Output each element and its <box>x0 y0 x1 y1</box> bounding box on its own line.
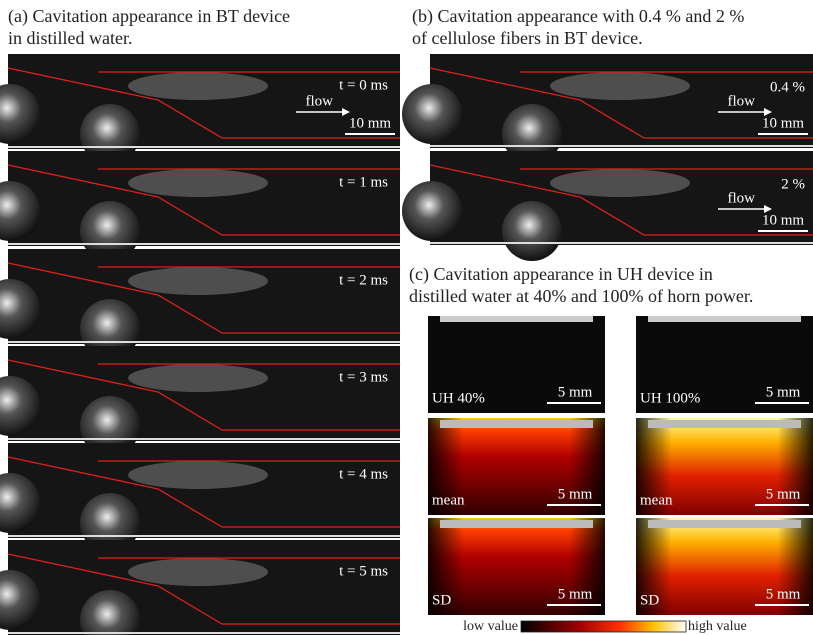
time-label: t = 4 ms <box>339 466 388 482</box>
horn-tip <box>648 316 801 322</box>
flow-label: flow <box>728 93 756 109</box>
concentration-label: 0.4 % <box>770 79 805 95</box>
image-label: SD <box>640 592 659 608</box>
cavity-cloud <box>128 72 268 100</box>
panel-title: in distilled water. <box>8 28 132 48</box>
concentration-label: 2 % <box>781 176 805 192</box>
scale-label: 5 mm <box>766 384 801 400</box>
image-label: mean <box>640 492 673 508</box>
flow-label: flow <box>306 93 334 109</box>
cavity-cloud <box>128 267 268 295</box>
cavity-cloud <box>128 169 268 197</box>
figure: (a) Cavitation appearance in BT devicein… <box>0 0 813 635</box>
colorbar-low: low value <box>463 619 518 634</box>
bt-image <box>8 346 400 441</box>
scale-label: 10 mm <box>349 115 391 131</box>
scale-label: 5 mm <box>558 486 593 502</box>
image-label: UH 40% <box>432 390 485 406</box>
horn-tip <box>440 420 593 428</box>
sphere <box>402 84 462 144</box>
sphere <box>502 201 562 261</box>
time-label: t = 5 ms <box>339 563 388 579</box>
image-label: SD <box>432 592 451 608</box>
bt-image <box>8 54 400 149</box>
bt-image <box>430 151 813 245</box>
image-label: UH 100% <box>640 390 700 406</box>
cavity-cloud <box>550 169 690 197</box>
time-label: t = 2 ms <box>339 272 388 288</box>
bt-image <box>8 540 400 635</box>
horn-tip <box>648 520 801 528</box>
time-label: t = 0 ms <box>339 77 388 93</box>
flow-label: flow <box>728 190 756 206</box>
panel-title: (a) Cavitation appearance in BT device <box>8 6 290 27</box>
bt-image <box>8 151 400 246</box>
cavity-cloud <box>128 558 268 586</box>
horn-tip <box>440 520 593 528</box>
time-label: t = 1 ms <box>339 174 388 190</box>
bt-image <box>430 54 813 148</box>
horn-tip <box>648 420 801 428</box>
panel-title: (c) Cavitation appearance in UH device i… <box>409 264 713 285</box>
cavity-cloud <box>550 72 690 100</box>
panel-title: distilled water at 40% and 100% of horn … <box>409 286 753 306</box>
cavity-cloud <box>128 461 268 489</box>
image-label: mean <box>432 492 465 508</box>
cavity-cloud <box>128 364 268 392</box>
colorbar-high: high value <box>688 619 747 634</box>
scale-label: 10 mm <box>762 115 804 131</box>
horn-tip <box>440 316 593 322</box>
panel-title: (b) Cavitation appearance with 0.4 % and… <box>412 6 744 27</box>
scale-label: 5 mm <box>558 586 593 602</box>
bt-image <box>8 249 400 344</box>
page: {"panel_a": {"title": ["(a) Cavitation a… <box>0 0 813 635</box>
bt-image <box>8 443 400 538</box>
panel-title: of cellulose fibers in BT device. <box>412 28 643 48</box>
scale-label: 10 mm <box>762 212 804 228</box>
scale-label: 5 mm <box>766 486 801 502</box>
colorbar <box>521 621 686 632</box>
sphere <box>402 181 462 241</box>
time-label: t = 3 ms <box>339 369 388 385</box>
scale-label: 5 mm <box>766 586 801 602</box>
scale-label: 5 mm <box>558 384 593 400</box>
